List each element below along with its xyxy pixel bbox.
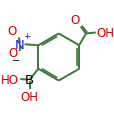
Text: O: O bbox=[8, 46, 18, 59]
Text: O: O bbox=[7, 25, 17, 38]
Text: OH: OH bbox=[95, 27, 113, 40]
Text: N: N bbox=[15, 38, 24, 51]
Text: O: O bbox=[70, 13, 79, 26]
Text: +: + bbox=[23, 32, 31, 41]
Text: B: B bbox=[25, 73, 34, 86]
Text: OH: OH bbox=[20, 90, 38, 103]
Text: HO: HO bbox=[1, 73, 19, 86]
Text: −: − bbox=[12, 56, 20, 65]
